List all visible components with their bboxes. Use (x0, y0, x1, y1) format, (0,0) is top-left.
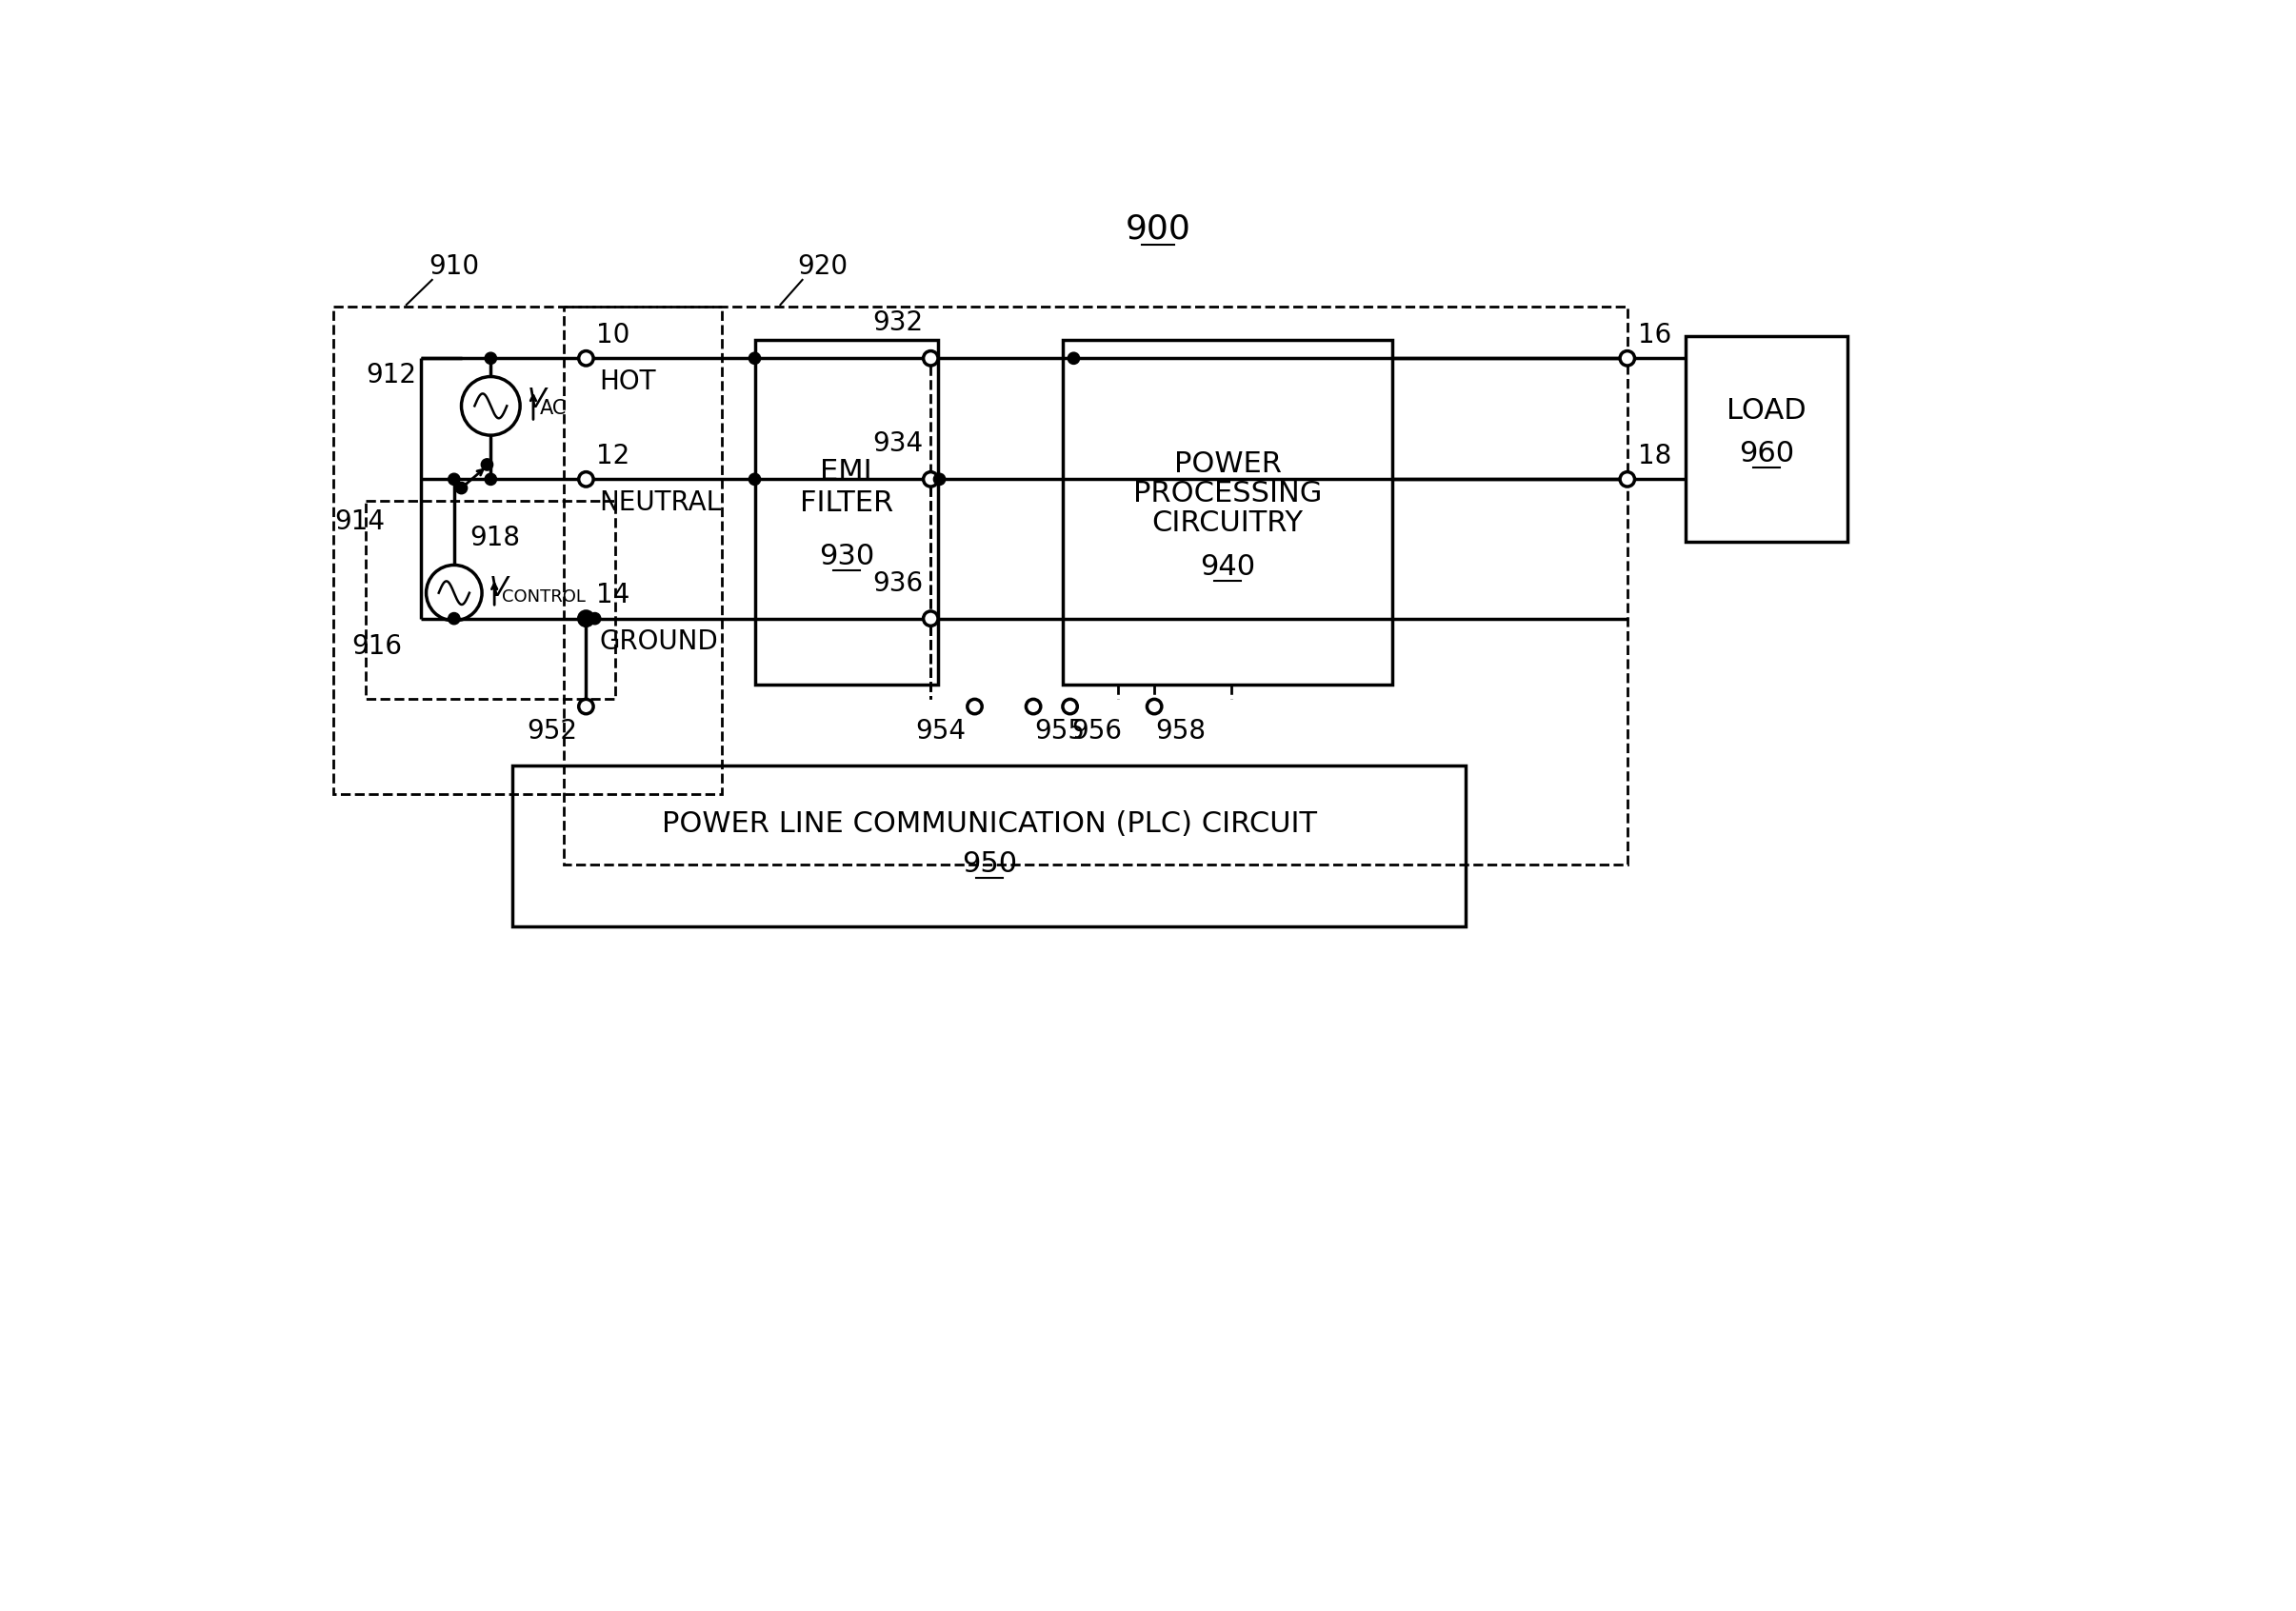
Circle shape (1621, 474, 1635, 485)
Text: 12: 12 (597, 443, 629, 469)
Text: 16: 16 (1637, 321, 1671, 348)
Text: 950: 950 (962, 851, 1017, 878)
Text: V: V (528, 387, 546, 414)
Text: LOAD: LOAD (1727, 398, 1807, 425)
Circle shape (925, 612, 937, 625)
Text: 954: 954 (916, 719, 967, 744)
Circle shape (455, 482, 468, 495)
Text: 960: 960 (1738, 440, 1793, 467)
Circle shape (748, 353, 760, 364)
Text: 14: 14 (597, 582, 629, 609)
Circle shape (461, 377, 519, 435)
Circle shape (427, 565, 482, 620)
Text: 912: 912 (365, 362, 416, 388)
Text: AC: AC (540, 400, 567, 419)
Text: 920: 920 (797, 253, 847, 280)
Text: 955: 955 (1035, 719, 1086, 744)
Text: 914: 914 (335, 509, 386, 535)
Text: 900: 900 (1125, 213, 1192, 245)
Text: POWER LINE COMMUNICATION (PLC) CIRCUIT: POWER LINE COMMUNICATION (PLC) CIRCUIT (661, 810, 1318, 838)
Circle shape (1063, 701, 1077, 714)
Circle shape (579, 351, 592, 364)
Text: POWER: POWER (1173, 451, 1281, 478)
Text: 916: 916 (351, 633, 402, 661)
Text: EMI: EMI (820, 458, 872, 487)
Text: 956: 956 (1072, 719, 1123, 744)
Circle shape (1148, 701, 1162, 714)
Text: 932: 932 (872, 309, 923, 337)
Circle shape (579, 474, 592, 485)
Circle shape (925, 351, 937, 364)
Text: 952: 952 (526, 719, 576, 744)
Circle shape (482, 459, 494, 470)
Text: 910: 910 (429, 253, 480, 280)
Circle shape (934, 474, 946, 485)
Bar (565, 308, 1628, 863)
Text: FILTER: FILTER (799, 490, 893, 517)
Circle shape (1026, 701, 1040, 714)
Circle shape (581, 612, 592, 625)
Circle shape (448, 612, 459, 625)
Text: 10: 10 (597, 321, 629, 348)
Circle shape (748, 474, 760, 485)
Bar (755, 340, 939, 685)
Text: 940: 940 (1201, 554, 1256, 582)
Text: NEUTRAL: NEUTRAL (599, 490, 721, 516)
Circle shape (1068, 353, 1079, 364)
Text: HOT: HOT (599, 369, 657, 395)
Text: PROCESSING: PROCESSING (1134, 480, 1322, 507)
Text: 918: 918 (471, 525, 521, 551)
Bar (365, 501, 615, 699)
Circle shape (579, 612, 592, 625)
Circle shape (579, 701, 592, 714)
Circle shape (484, 353, 496, 364)
Bar (1063, 340, 1394, 685)
Circle shape (969, 701, 980, 714)
Circle shape (484, 474, 496, 485)
Circle shape (925, 474, 937, 485)
Text: CIRCUITRY: CIRCUITRY (1153, 509, 1304, 536)
Text: 936: 936 (872, 570, 923, 596)
Bar (333, 308, 721, 794)
Circle shape (448, 474, 459, 485)
Text: 958: 958 (1155, 719, 1205, 744)
Text: 934: 934 (872, 430, 923, 458)
Bar (1685, 337, 1848, 541)
Circle shape (590, 612, 602, 625)
Bar (512, 765, 1465, 926)
Circle shape (1621, 351, 1635, 364)
Text: 930: 930 (820, 543, 875, 570)
Text: CONTROL: CONTROL (503, 588, 585, 606)
Text: 18: 18 (1637, 443, 1671, 469)
Text: V: V (489, 575, 507, 603)
Text: GROUND: GROUND (599, 628, 719, 656)
